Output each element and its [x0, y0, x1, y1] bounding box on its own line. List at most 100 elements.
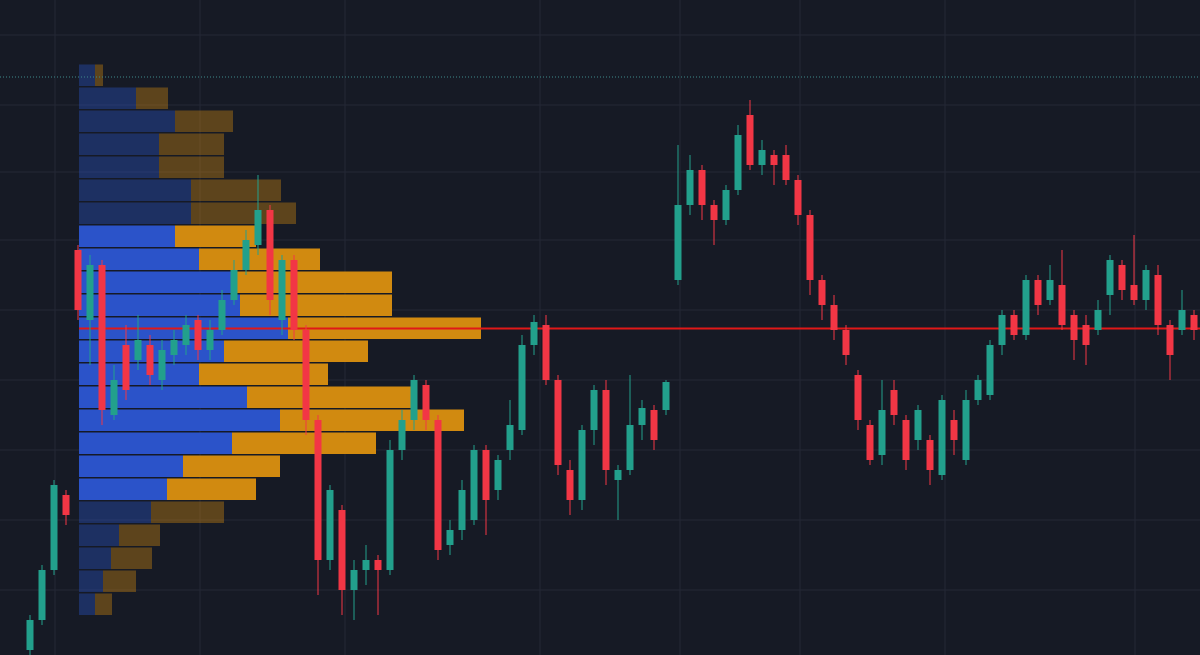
candle-body	[326, 490, 334, 560]
candle-body	[230, 270, 238, 300]
candle-body	[26, 620, 34, 650]
candle-body	[62, 495, 70, 515]
candle-body	[1022, 280, 1030, 335]
candle-body	[890, 390, 898, 415]
profile-buy	[79, 432, 232, 454]
candle-body	[158, 350, 166, 380]
candle-body	[134, 340, 142, 360]
candles	[26, 100, 1198, 655]
candle-body	[146, 345, 154, 375]
candle-body	[38, 570, 46, 620]
profile-sell	[183, 455, 280, 477]
candle-body	[962, 400, 970, 460]
candle-body	[650, 410, 658, 440]
profile-sell	[280, 409, 464, 431]
candle-body	[170, 340, 178, 355]
candle-body	[1034, 280, 1042, 305]
candle-body	[686, 170, 694, 205]
candle-body	[926, 440, 934, 470]
profile-buy	[79, 202, 191, 224]
candle-body	[374, 560, 382, 570]
profile-buy	[79, 501, 151, 523]
candle-body	[494, 460, 502, 490]
candle-body	[698, 170, 706, 205]
candle-body	[566, 470, 574, 500]
profile-sell	[151, 501, 224, 523]
candle-body	[194, 320, 202, 350]
candle-body	[674, 205, 682, 280]
profile-sell	[167, 478, 256, 500]
profile-sell	[232, 271, 392, 293]
candle-body	[938, 400, 946, 475]
profile-sell	[232, 432, 376, 454]
candle-body	[1190, 315, 1198, 330]
candle-body	[1058, 285, 1066, 325]
profile-sell	[103, 570, 136, 592]
candle-body	[614, 470, 622, 480]
candle-body	[314, 420, 322, 560]
candle-body	[98, 265, 106, 410]
profile-buy	[79, 225, 175, 247]
profile-sell	[191, 202, 296, 224]
profile-buy	[79, 478, 167, 500]
candle-body	[278, 260, 286, 320]
candle-body	[242, 240, 250, 270]
candle-body	[638, 408, 646, 425]
candle-body	[590, 390, 598, 430]
candle-body	[1166, 325, 1174, 355]
candle-body	[1118, 265, 1126, 290]
candle-body	[626, 425, 634, 470]
candle-body	[398, 420, 406, 450]
profile-sell	[247, 386, 414, 408]
candle-body	[998, 315, 1006, 345]
candle-body	[350, 570, 358, 590]
profile-buy	[79, 593, 95, 615]
profile-buy	[79, 248, 199, 270]
profile-sell	[175, 110, 233, 132]
candle-body	[794, 180, 802, 215]
candle-body	[866, 425, 874, 460]
profile-sell	[191, 179, 281, 201]
candle-body	[530, 322, 538, 345]
candle-body	[218, 300, 226, 330]
candle-body	[470, 450, 478, 520]
candle-body	[362, 560, 370, 570]
candle-body	[950, 420, 958, 440]
candle-body	[914, 410, 922, 440]
profile-buy	[79, 271, 232, 293]
candle-body	[782, 155, 790, 180]
candle-body	[410, 380, 418, 420]
candle-body	[974, 380, 982, 400]
profile-buy	[79, 179, 191, 201]
candle-body	[578, 430, 586, 500]
candle-body	[842, 330, 850, 355]
profile-buy	[79, 87, 136, 109]
profile-buy	[79, 294, 240, 316]
profile-buy	[79, 156, 159, 178]
candle-body	[338, 510, 346, 590]
profile-sell	[240, 294, 392, 316]
profile-sell	[175, 225, 256, 247]
candle-body	[386, 450, 394, 570]
profile-buy	[79, 409, 280, 431]
profile-sell	[95, 64, 103, 86]
candle-body	[1010, 315, 1018, 335]
candle-body	[302, 330, 310, 420]
candle-body	[1070, 315, 1078, 340]
profile-sell	[136, 87, 168, 109]
candle-body	[122, 345, 130, 390]
candle-body	[254, 210, 262, 245]
candle-body	[74, 250, 82, 310]
candle-body	[1046, 280, 1054, 300]
profile-sell	[224, 340, 368, 362]
profile-buy	[79, 455, 183, 477]
candle-body	[734, 135, 742, 190]
candle-body	[290, 260, 298, 330]
candle-body	[518, 345, 526, 430]
candle-body	[806, 215, 814, 280]
candle-body	[746, 115, 754, 165]
candle-body	[206, 330, 214, 350]
candle-body	[86, 265, 94, 320]
candle-body	[1142, 270, 1150, 300]
